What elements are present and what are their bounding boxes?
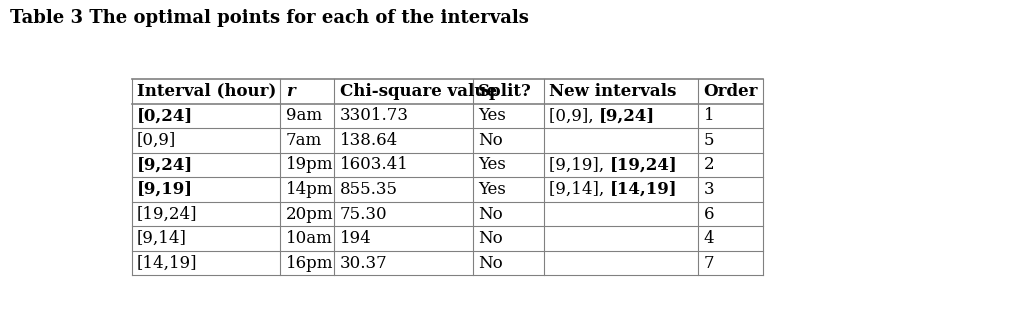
Text: 5: 5 — [703, 132, 714, 149]
Text: 9am: 9am — [286, 107, 322, 124]
Text: New intervals: New intervals — [549, 83, 677, 100]
Text: Order: Order — [703, 83, 759, 100]
Text: No: No — [478, 255, 503, 272]
Text: [9,24]: [9,24] — [599, 107, 655, 124]
Text: 7: 7 — [703, 255, 715, 272]
Text: 855.35: 855.35 — [340, 181, 398, 198]
Text: [9,19]: [9,19] — [137, 181, 193, 198]
Text: 16pm: 16pm — [286, 255, 334, 272]
Text: [9,19],: [9,19], — [549, 157, 610, 174]
Text: r: r — [286, 83, 295, 100]
Text: [0,9]: [0,9] — [137, 132, 177, 149]
Text: Yes: Yes — [478, 157, 506, 174]
Text: 20pm: 20pm — [286, 206, 334, 223]
Text: Yes: Yes — [478, 181, 506, 198]
Text: 3301.73: 3301.73 — [340, 107, 408, 124]
Text: 3: 3 — [703, 181, 715, 198]
Text: [9,14]: [9,14] — [137, 230, 187, 247]
Text: No: No — [478, 206, 503, 223]
Text: 1: 1 — [703, 107, 715, 124]
Text: [14,19]: [14,19] — [610, 181, 678, 198]
Text: [0,24]: [0,24] — [137, 107, 193, 124]
Text: 30.37: 30.37 — [340, 255, 387, 272]
Text: No: No — [478, 132, 503, 149]
Text: 194: 194 — [340, 230, 372, 247]
Text: 10am: 10am — [286, 230, 333, 247]
Text: 75.30: 75.30 — [340, 206, 387, 223]
Text: 138.64: 138.64 — [340, 132, 398, 149]
Text: Split?: Split? — [478, 83, 532, 100]
Text: 1603.41: 1603.41 — [340, 157, 408, 174]
Text: 2: 2 — [703, 157, 715, 174]
Text: Chi-square value: Chi-square value — [340, 83, 496, 100]
Text: Yes: Yes — [478, 107, 506, 124]
Text: [19,24]: [19,24] — [610, 157, 678, 174]
Text: 19pm: 19pm — [286, 157, 334, 174]
Text: [0,9],: [0,9], — [549, 107, 599, 124]
Text: Interval (hour): Interval (hour) — [137, 83, 277, 100]
Text: Table 3 The optimal points for each of the intervals: Table 3 The optimal points for each of t… — [10, 9, 529, 27]
Text: [19,24]: [19,24] — [137, 206, 198, 223]
Text: 4: 4 — [703, 230, 715, 247]
Text: 7am: 7am — [286, 132, 323, 149]
Text: 6: 6 — [703, 206, 714, 223]
Text: [9,14],: [9,14], — [549, 181, 610, 198]
Text: [14,19]: [14,19] — [137, 255, 198, 272]
Text: No: No — [478, 230, 503, 247]
Text: 14pm: 14pm — [286, 181, 334, 198]
Text: [9,24]: [9,24] — [137, 157, 193, 174]
